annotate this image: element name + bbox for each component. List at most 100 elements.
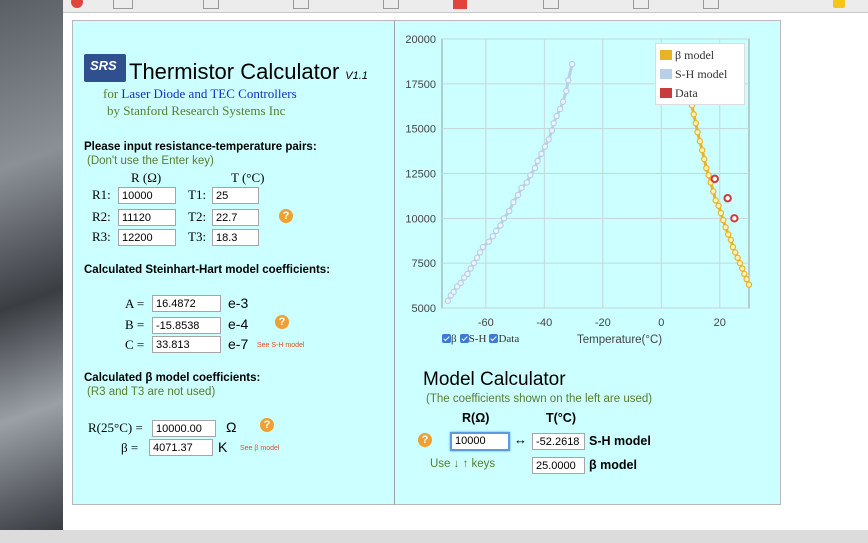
sh-model-point	[457, 279, 464, 287]
see-sh-model-link[interactable]: See S-H model	[257, 342, 305, 349]
help-icon[interactable]: ?	[279, 209, 293, 223]
sh-model-point	[514, 191, 522, 199]
thermistor-calculator-panel: SRS Thermistor Calculator V1.1 for Laser …	[72, 20, 781, 505]
beta-model-point	[734, 254, 741, 261]
sh-model-point	[538, 150, 545, 157]
help-icon[interactable]: ?	[260, 418, 274, 432]
help-icon[interactable]: ?	[275, 315, 289, 329]
t3-label: T3:	[188, 229, 207, 244]
tab-stub[interactable]	[203, 0, 219, 9]
sh-model-point	[527, 172, 534, 179]
t1-input[interactable]: 25	[212, 187, 259, 204]
sh-model-point	[476, 249, 484, 256]
legend-sh-swatch	[660, 69, 672, 79]
extension-icon[interactable]	[833, 0, 845, 8]
model-calculator-title: Model Calculator	[423, 369, 566, 390]
model-calculator-note: (The coefficients shown on the left are …	[426, 393, 653, 405]
toggle-beta-checkbox[interactable]	[442, 334, 451, 343]
r2-input[interactable]: 11120	[118, 209, 176, 226]
sh-model-point	[489, 233, 497, 240]
bidirectional-arrow-icon: ↔	[514, 432, 527, 447]
beta-model-point	[712, 197, 719, 204]
beta-label: β =	[121, 440, 139, 455]
calc-resistance-input[interactable]: 10000	[450, 432, 510, 451]
beta-model-point	[739, 265, 746, 272]
sh-model-point	[470, 259, 478, 267]
x-axis-ticks: -60 -40 -20 0 20	[478, 317, 726, 329]
close-window-icon[interactable]	[71, 0, 83, 8]
r1-input[interactable]: 10000	[118, 187, 176, 204]
sh-heading: Calculated Steinhart-Hart model coeffici…	[84, 264, 331, 276]
tab-stub[interactable]	[453, 0, 467, 9]
beta-model-point	[694, 129, 701, 136]
beta-model-point	[736, 259, 744, 267]
legend-sh[interactable]: S-H model	[660, 67, 727, 82]
tab-stub[interactable]	[383, 0, 399, 9]
controllers-link[interactable]: Laser Diode and TEC Controllers	[121, 86, 297, 101]
legend-data[interactable]: Data	[660, 86, 698, 101]
beta-model-point	[699, 146, 706, 154]
beta-model-point	[745, 281, 753, 288]
t2-input[interactable]: 22.7	[212, 209, 259, 226]
beta-model-point	[690, 111, 697, 118]
sh-model-point	[545, 136, 552, 143]
y-tick-label: 15000	[405, 124, 436, 136]
x-axis-label: Temperature(°C)	[577, 334, 663, 346]
tab-stub[interactable]	[633, 0, 649, 9]
sh-model-point	[485, 238, 492, 245]
coef-c-output[interactable]: 33.813	[152, 336, 221, 353]
beta-model-point	[703, 164, 710, 172]
y-tick-label: 7500	[412, 258, 436, 270]
calc-col-t-header: T(°C)	[546, 411, 576, 425]
sh-model-point	[473, 254, 481, 261]
sh-model-point	[550, 120, 557, 127]
beta-output[interactable]: 4071.37	[149, 439, 213, 456]
sh-model-point	[531, 164, 539, 172]
y-axis-ticks: 5000 7500 10000 12500 15000 17500 20000	[405, 34, 436, 315]
beta-model-point	[692, 120, 699, 127]
sh-model-point	[500, 215, 508, 222]
y-tick-label: 20000	[405, 34, 436, 46]
tab-stub[interactable]	[703, 0, 719, 9]
chart-series	[444, 60, 753, 305]
legend-beta[interactable]: β model	[660, 48, 714, 63]
toggle-sh-checkbox[interactable]	[459, 334, 469, 343]
panel-divider	[394, 21, 395, 505]
sh-model-point	[479, 243, 487, 251]
beta-heading: Calculated β model coefficients:	[84, 372, 261, 384]
calc-col-r-header: R(Ω)	[462, 411, 490, 425]
tab-stub[interactable]	[113, 0, 133, 9]
r25-output[interactable]: 10000.00	[152, 420, 216, 437]
sh-model-point	[565, 77, 572, 84]
app-subtitle: for Laser Diode and TEC Controllers	[103, 86, 297, 101]
beta-temperature-output[interactable]: 25.0000	[532, 457, 585, 474]
series-toggles: β S-H Data	[442, 333, 519, 345]
toggle-data-checkbox[interactable]	[489, 334, 499, 343]
beta-unit: K	[218, 439, 228, 455]
sh-model-point	[510, 198, 517, 206]
beta-model-point	[717, 209, 725, 217]
t3-input[interactable]: 18.3	[212, 229, 259, 246]
beta-model-point	[732, 249, 739, 256]
see-beta-model-link[interactable]: See β model	[240, 445, 280, 452]
help-icon[interactable]: ?	[418, 433, 432, 447]
r25-unit: Ω	[226, 419, 237, 435]
coef-b-output[interactable]: -15.8538	[152, 317, 221, 334]
tab-stub[interactable]	[543, 0, 559, 9]
beta-model-point	[741, 270, 748, 278]
coef-a-output[interactable]: 16.4872	[152, 295, 221, 312]
sh-model-point	[523, 179, 530, 186]
beta-model-point	[722, 224, 729, 231]
sh-temperature-output[interactable]: -52.2618	[532, 433, 585, 450]
legend-data-swatch	[660, 88, 672, 98]
coef-c-label: C =	[125, 337, 145, 352]
input-note: (Don't use the Enter key)	[87, 155, 214, 167]
y-tick-label: 10000	[405, 213, 436, 225]
sh-model-point	[563, 87, 570, 95]
r3-input[interactable]: 12200	[118, 229, 176, 246]
sh-model-point	[464, 270, 471, 278]
legend-beta-swatch	[660, 50, 672, 60]
app-byline: by Stanford Research Systems Inc	[107, 103, 286, 118]
tab-stub[interactable]	[293, 0, 309, 9]
sh-model-label: S-H model	[589, 434, 651, 448]
